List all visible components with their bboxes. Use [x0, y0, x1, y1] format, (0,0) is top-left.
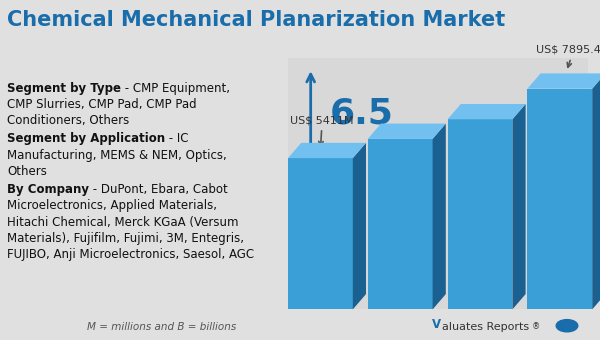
- Text: Segment by Application: Segment by Application: [7, 132, 166, 145]
- Text: 2024: 2024: [303, 290, 338, 303]
- Text: ®: ®: [532, 323, 540, 332]
- Text: Manufacturing, MEMS & NEM, Optics,: Manufacturing, MEMS & NEM, Optics,: [7, 149, 227, 162]
- Text: Chemical Mechanical Planarization Market: Chemical Mechanical Planarization Market: [7, 10, 505, 30]
- Text: FUJIBO, Anji Microelectronics, Saesol, AGC: FUJIBO, Anji Microelectronics, Saesol, A…: [7, 248, 254, 261]
- Text: V: V: [432, 319, 441, 332]
- Text: 2030: 2030: [542, 290, 577, 303]
- Text: Segment by Type: Segment by Type: [7, 82, 121, 95]
- Text: M = millions and B = billions: M = millions and B = billions: [88, 322, 236, 332]
- Text: Hitachi Chemical, Merck KGaA (Versum: Hitachi Chemical, Merck KGaA (Versum: [7, 216, 239, 228]
- Text: Conditioners, Others: Conditioners, Others: [7, 114, 130, 127]
- Text: - DuPont, Ebara, Cabot: - DuPont, Ebara, Cabot: [89, 183, 228, 196]
- Text: US$ 5411M: US$ 5411M: [290, 115, 354, 146]
- Text: 6.5: 6.5: [330, 96, 394, 130]
- Text: US$ 7895.4M: US$ 7895.4M: [536, 45, 600, 67]
- Text: Materials), Fujifilm, Fujimi, 3M, Entegris,: Materials), Fujifilm, Fujimi, 3M, Entegr…: [7, 232, 244, 245]
- Text: Others: Others: [7, 165, 47, 178]
- Text: aluates Reports: aluates Reports: [442, 322, 529, 332]
- Text: CMP Slurries, CMP Pad, CMP Pad: CMP Slurries, CMP Pad, CMP Pad: [7, 98, 197, 111]
- Text: - IC: - IC: [166, 132, 189, 145]
- Text: Microelectronics, Applied Materials,: Microelectronics, Applied Materials,: [7, 199, 217, 212]
- Text: - CMP Equipment,: - CMP Equipment,: [121, 82, 230, 95]
- Text: By Company: By Company: [7, 183, 89, 196]
